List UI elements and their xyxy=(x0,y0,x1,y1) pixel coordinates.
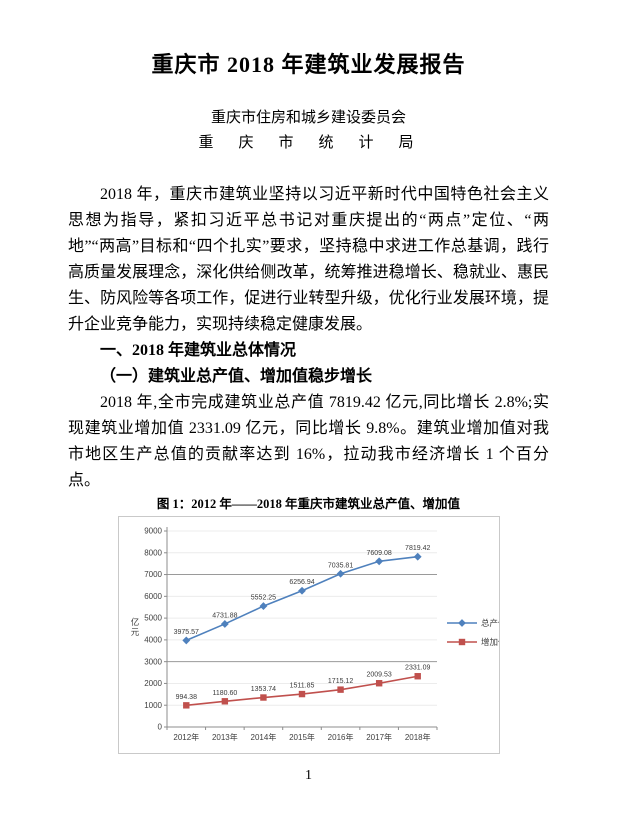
section1-paragraph: 2018 年,全市完成建筑业总产值 7819.42 亿元,同比增长 2.8%;实… xyxy=(68,394,549,489)
svg-text:2331.09: 2331.09 xyxy=(405,665,430,672)
figure1-chart-frame: 0 1000 2000 3000 4000 5000 6000 7000 8000 9000 201… xyxy=(117,516,507,754)
svg-text:亿元: 亿元 xyxy=(130,617,139,637)
svg-text:1000: 1000 xyxy=(144,701,162,710)
svg-text:2012年: 2012年 xyxy=(173,732,199,742)
document-content: 重庆市 2018 年建筑业发展报告 重庆市住房和城乡建设委员会 重 庆 市 统 … xyxy=(68,52,549,754)
svg-text:1180.60: 1180.60 xyxy=(212,690,237,697)
svg-text:4731.88: 4731.88 xyxy=(212,612,237,619)
svg-text:2014年: 2014年 xyxy=(250,732,276,742)
svg-text:3000: 3000 xyxy=(144,657,162,666)
svg-text:2013年: 2013年 xyxy=(211,732,237,742)
svg-text:6256.94: 6256.94 xyxy=(289,579,314,586)
svg-text:2000: 2000 xyxy=(144,679,162,688)
svg-text:2018年: 2018年 xyxy=(404,732,430,742)
svg-text:2009.53: 2009.53 xyxy=(366,672,391,679)
figure1-line-chart: 0 1000 2000 3000 4000 5000 6000 7000 8000 9000 201… xyxy=(130,527,506,742)
svg-text:2017年: 2017年 xyxy=(366,732,392,742)
svg-text:增加值: 增加值 xyxy=(481,637,499,647)
svg-text:9000: 9000 xyxy=(144,527,162,536)
svg-text:3975.57: 3975.57 xyxy=(173,629,198,636)
svg-text:6000: 6000 xyxy=(144,592,162,601)
svg-text:7000: 7000 xyxy=(144,570,162,579)
author-org-line-1: 重庆市住房和城乡建设委员会 xyxy=(210,110,406,126)
svg-text:2015年: 2015年 xyxy=(289,732,315,742)
page-number: 1 xyxy=(305,768,312,783)
svg-text:7609.08: 7609.08 xyxy=(366,550,391,557)
svg-text:2016年: 2016年 xyxy=(327,732,353,742)
figure1-caption: 图 1：2012 年——2018 年重庆市建筑业总产值、增加值 xyxy=(156,497,461,511)
svg-text:994.38: 994.38 xyxy=(175,694,197,701)
svg-text:1511.85: 1511.85 xyxy=(289,683,314,690)
section1-heading: 一、2018 年建筑业总体情况 xyxy=(100,342,297,359)
svg-text:8000: 8000 xyxy=(144,548,162,557)
svg-text:0: 0 xyxy=(157,723,162,732)
svg-text:5552.25: 5552.25 xyxy=(250,595,275,602)
svg-text:5000: 5000 xyxy=(144,614,162,623)
svg-text:4000: 4000 xyxy=(144,635,162,644)
section1-sub-heading: （一）建筑业总产值、增加值稳步增长 xyxy=(100,368,373,385)
author-org-line-2: 重 庆 市 统 计 局 xyxy=(198,135,419,151)
svg-text:1715.12: 1715.12 xyxy=(327,678,352,685)
svg-text:总产值: 总产值 xyxy=(481,618,499,628)
svg-text:7819.42: 7819.42 xyxy=(405,545,430,552)
svg-text:1353.74: 1353.74 xyxy=(250,686,275,693)
document-title: 重庆市 2018 年建筑业发展报告 xyxy=(151,52,466,77)
svg-text:7035.81: 7035.81 xyxy=(327,562,352,569)
intro-paragraph: 2018 年，重庆市建筑业坚持以习近平新时代中国特色社会主义思想为指导，紧扣习近… xyxy=(68,186,549,333)
